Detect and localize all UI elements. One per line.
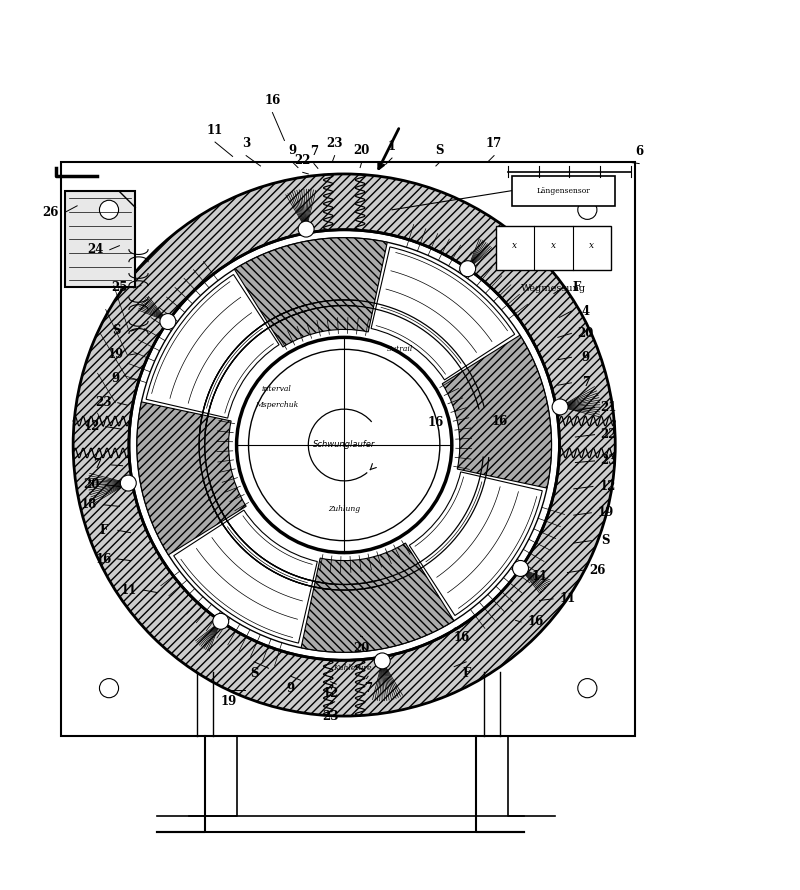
Bar [61,162,635,736]
Text: 19: 19 [107,348,123,361]
Text: x: x [590,241,594,250]
Text: x: x [551,241,556,250]
Wedge shape [146,274,279,418]
Bar [512,175,615,206]
Wedge shape [442,336,551,488]
Text: Schwunglaufer: Schwunglaufer [313,441,375,449]
Text: 16: 16 [491,415,508,427]
Text: 7: 7 [310,145,318,158]
Circle shape [99,678,118,698]
Circle shape [237,337,452,553]
Circle shape [213,613,229,629]
Circle shape [160,313,176,329]
Text: 23: 23 [322,709,339,723]
Text: 3: 3 [242,137,250,150]
Text: 16: 16 [454,631,470,644]
Circle shape [374,653,390,669]
Circle shape [120,475,136,491]
Text: F: F [462,668,470,680]
Text: Wegmessung: Wegmessung [521,284,586,293]
Wedge shape [371,247,514,380]
Text: 24: 24 [87,243,104,256]
Circle shape [460,261,476,277]
Text: 26: 26 [42,206,59,219]
Text: 19: 19 [221,695,237,708]
Text: S: S [250,668,258,680]
Text: x: x [512,241,518,250]
Text: 16: 16 [527,616,544,628]
Wedge shape [410,472,542,616]
Text: 23: 23 [95,396,112,409]
Wedge shape [73,174,615,716]
Circle shape [99,200,118,220]
Text: 9: 9 [582,351,590,364]
Text: 20: 20 [83,478,100,491]
Bar [65,191,135,287]
Text: 1: 1 [388,140,396,152]
Text: 9: 9 [286,682,295,695]
Text: 11: 11 [207,124,223,136]
Text: 20: 20 [354,642,370,655]
Text: 12: 12 [599,480,615,493]
Circle shape [578,678,597,698]
Text: 12: 12 [322,687,339,700]
Text: 7: 7 [364,682,372,695]
Circle shape [552,399,568,415]
Text: 11: 11 [531,570,548,583]
Text: 21: 21 [601,401,617,414]
Text: 22: 22 [294,154,311,167]
Text: Msperchuk: Msperchuk [255,401,298,409]
Circle shape [513,561,529,577]
Text: 7: 7 [93,458,101,472]
Text: 16: 16 [264,94,281,107]
Text: 23: 23 [326,137,343,150]
Text: Sutrail: Sutrail [387,345,413,353]
Text: interval: interval [262,385,291,393]
Wedge shape [137,402,246,554]
Text: 20: 20 [354,143,370,157]
Text: S: S [602,534,610,547]
Text: F: F [99,524,107,537]
Text: S: S [436,143,444,157]
Text: 22: 22 [601,428,617,441]
Text: S: S [113,325,122,337]
Text: 9: 9 [111,372,119,385]
Text: 9: 9 [288,143,297,157]
Text: Kuhleture: Kuhleture [333,664,371,672]
Text: Zuhlung: Zuhlung [328,505,360,513]
Wedge shape [301,543,454,652]
Text: 11: 11 [121,584,137,596]
Text: 19: 19 [598,506,614,519]
Wedge shape [234,238,387,347]
Wedge shape [174,510,318,643]
Text: 20: 20 [578,327,594,340]
Text: 17: 17 [486,137,502,150]
Text: 12: 12 [83,420,100,433]
Text: 6: 6 [635,145,643,158]
Text: Längensensor: Längensensor [537,187,590,195]
Circle shape [298,221,314,237]
Text: 16: 16 [95,553,111,565]
Text: 18: 18 [81,498,98,511]
Text: 7: 7 [582,376,590,389]
Text: 16: 16 [428,417,444,429]
Text: 26: 26 [590,563,606,577]
Circle shape [578,200,597,220]
Text: 11: 11 [559,593,575,605]
Text: 23: 23 [601,455,617,467]
Bar [496,226,611,270]
Text: F: F [573,281,581,295]
Text: 25: 25 [111,281,127,295]
Text: 4: 4 [582,304,590,318]
